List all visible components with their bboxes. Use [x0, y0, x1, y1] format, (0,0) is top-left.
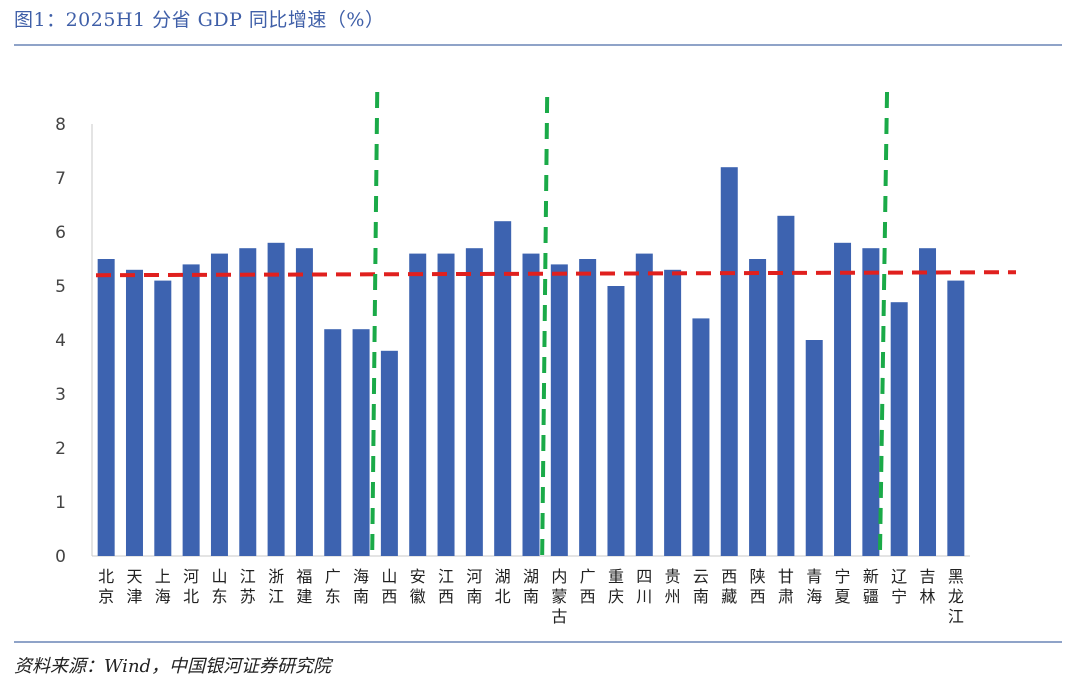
x-tick-label: 内蒙古	[551, 567, 567, 626]
bar	[607, 286, 625, 556]
x-tick-label: 湖北	[495, 567, 511, 606]
x-tick-label: 浙江	[268, 567, 284, 606]
bar	[352, 329, 370, 556]
bar	[890, 302, 908, 556]
bar	[522, 253, 540, 556]
x-tick-label: 贵州	[665, 567, 681, 606]
bar	[579, 259, 597, 556]
bar	[862, 248, 880, 556]
region-divider-line	[878, 91, 890, 551]
x-tick-label: 甘肃	[778, 567, 794, 606]
x-tick-label: 四川	[636, 567, 652, 606]
x-tick-label: 青海	[806, 567, 822, 606]
x-tick-label: 江苏	[240, 567, 256, 606]
bar	[777, 215, 795, 557]
x-tick-label: 北京	[98, 567, 114, 606]
x-tick-label: 河南	[466, 567, 482, 606]
bar	[239, 248, 257, 556]
y-tick-label: 1	[55, 493, 66, 513]
bar	[409, 253, 427, 556]
x-tick-label: 天津	[126, 567, 142, 606]
region-divider-line	[540, 96, 550, 557]
y-tick-label: 2	[55, 439, 66, 459]
bar	[834, 242, 852, 557]
y-tick-label: 6	[55, 223, 66, 243]
bar	[437, 253, 455, 556]
y-tick-label: 4	[55, 331, 66, 351]
chart-title: 图1：2025H1 分省 GDP 同比增速（%）	[14, 9, 385, 31]
x-tick-label: 黑龙江	[948, 567, 964, 626]
bar	[919, 248, 937, 556]
bar	[550, 264, 568, 556]
bar	[97, 259, 115, 556]
footer-rule	[14, 641, 1062, 643]
bar	[749, 259, 767, 556]
y-tick-label: 3	[55, 385, 66, 405]
bar	[664, 269, 682, 556]
x-tick-label: 云南	[693, 567, 709, 606]
x-tick-label: 河北	[183, 567, 199, 606]
x-tick-label: 山东	[211, 567, 227, 606]
x-tick-label: 上海	[155, 567, 171, 606]
bar	[295, 248, 313, 556]
bar	[947, 280, 965, 556]
bar	[125, 269, 143, 556]
region-divider-line	[370, 91, 380, 553]
x-tick-label: 江西	[438, 567, 454, 606]
bar	[380, 350, 398, 556]
x-tick-label: 广东	[325, 567, 341, 606]
source-note: 资料来源：Wind，中国银河证券研究院	[14, 656, 332, 677]
bar	[267, 242, 285, 557]
bar	[324, 329, 342, 556]
x-tick-label: 辽宁	[891, 567, 907, 606]
bar	[805, 340, 823, 556]
average-line	[95, 270, 1017, 278]
y-tick-label: 7	[55, 169, 66, 189]
bar	[494, 221, 512, 556]
x-tick-label: 湖南	[523, 567, 539, 606]
x-tick-label: 福建	[296, 567, 312, 606]
x-tick-label: 西藏	[721, 567, 737, 606]
x-tick-label: 山西	[381, 567, 397, 606]
y-tick-label: 5	[55, 277, 66, 297]
x-tick-label: 重庆	[608, 567, 624, 606]
x-tick-label: 海南	[353, 567, 369, 606]
x-tick-label: 吉林	[920, 567, 936, 606]
x-tick-label: 宁夏	[835, 567, 851, 606]
x-tick-label: 新疆	[863, 567, 879, 606]
x-tick-label: 安徽	[410, 567, 426, 606]
y-tick-label: 0	[55, 547, 66, 567]
x-tick-label: 陕西	[750, 567, 766, 606]
bar	[154, 280, 172, 556]
bar	[465, 248, 483, 556]
bar	[210, 253, 228, 556]
title-rule	[14, 44, 1062, 46]
bar	[692, 318, 710, 556]
bar	[720, 167, 738, 556]
y-tick-label: 8	[55, 115, 66, 135]
bar	[635, 253, 653, 556]
x-tick-label: 广西	[580, 567, 596, 606]
bar	[182, 264, 200, 556]
